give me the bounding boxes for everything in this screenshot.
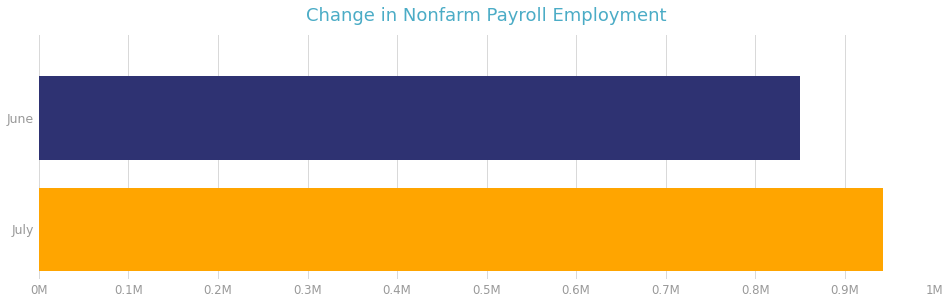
Bar bbox=[39, 188, 884, 271]
Title: Change in Nonfarm Payroll Employment: Change in Nonfarm Payroll Employment bbox=[306, 7, 667, 25]
Bar bbox=[39, 77, 800, 160]
